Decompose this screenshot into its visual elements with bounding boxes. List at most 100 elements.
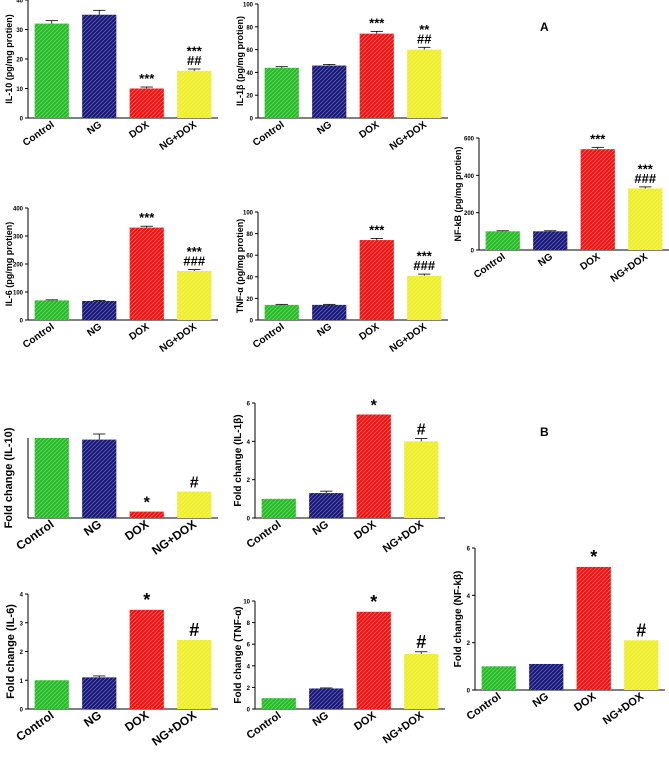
- significance-annotation: *** ##: [187, 44, 203, 68]
- category-label: NG: [81, 708, 104, 730]
- y-tick-label: 40: [16, 0, 23, 5]
- bar-hatch-control: [261, 498, 296, 518]
- bar-hatch-dox: [576, 566, 611, 690]
- y-tick-label: 300: [13, 235, 24, 241]
- category-label: Control: [472, 251, 508, 281]
- bar-hatch-control: [261, 698, 296, 709]
- category-label: NG: [81, 517, 104, 539]
- y-axis-label: Fold change (IL-1β): [233, 414, 244, 506]
- category-label: DOX: [572, 690, 599, 714]
- y-tick-label: 40: [246, 71, 253, 77]
- significance-annotation: *** ###: [413, 249, 435, 273]
- category-label: NG+DOX: [149, 708, 199, 749]
- y-tick-label: 100: [243, 211, 254, 217]
- bar-hatch-control: [264, 67, 299, 118]
- bar-hatch-ng: [82, 300, 117, 320]
- panel-label-a: A: [540, 20, 549, 34]
- significance-annotation: ** ##: [417, 22, 432, 46]
- category-label: DOX: [127, 321, 151, 343]
- y-axis-label: Fold change (IL-10): [3, 427, 15, 528]
- bar-hatch-control: [485, 231, 520, 250]
- panel-label-b: B: [540, 425, 549, 439]
- bar-hatch-dox: [129, 88, 164, 118]
- y-tick-label: 6: [247, 402, 251, 408]
- category-label: DOX: [357, 321, 381, 343]
- category-label: NG: [315, 321, 334, 339]
- category-label: NG: [311, 519, 331, 538]
- y-tick-label: 20: [16, 58, 23, 64]
- significance-annotation: #: [189, 620, 199, 640]
- significance-annotation: #: [190, 475, 199, 492]
- y-tick-label: 4: [247, 440, 251, 446]
- significance-annotation: *: [590, 547, 597, 567]
- y-tick-label: 3: [20, 621, 24, 627]
- significance-annotation: *: [144, 495, 151, 512]
- chart-2: 0 20 40 60 80 100 IL-1β (pg/mg protien) Control…: [235, 3, 448, 153]
- category-label: Control: [465, 691, 504, 723]
- significance-annotation: ***: [369, 15, 385, 30]
- chart-5: 0 20 40 60 80 100 TNF-α (pg/mg protien) Control…: [235, 211, 448, 355]
- y-tick-label: 4: [247, 664, 251, 670]
- category-label: NG: [531, 691, 551, 710]
- significance-annotation: *: [370, 592, 377, 612]
- category-label: DOX: [352, 709, 379, 733]
- category-label: NG: [85, 321, 104, 339]
- significance-annotation: *: [143, 590, 150, 610]
- category-label: DOX: [357, 119, 381, 141]
- y-axis-label: IL-10 (pg/mg protien): [4, 14, 14, 104]
- significance-annotation: ***: [139, 210, 155, 225]
- y-tick-label: 60: [246, 48, 253, 54]
- category-label: DOX: [127, 119, 151, 141]
- bar-hatch-ng: [309, 688, 344, 709]
- y-tick-label: 6: [467, 547, 471, 553]
- bar-hatch-ng: [529, 663, 564, 690]
- y-tick-label: 4: [467, 594, 471, 600]
- bar-hatch-ng: [82, 14, 117, 118]
- bar-hatch-ng: [312, 65, 347, 118]
- y-tick-label: 0: [471, 249, 475, 255]
- y-axis-label: TNF-α (pg/mg protien): [235, 219, 245, 314]
- y-tick-label: 400: [13, 207, 24, 213]
- significance-annotation: ***: [139, 71, 155, 86]
- bar-hatch-ng-dox: [177, 491, 212, 518]
- y-tick-label: 2: [247, 478, 251, 484]
- category-label: NG+DOX: [158, 119, 199, 153]
- y-tick-label: 80: [246, 25, 253, 31]
- significance-annotation: *** ###: [183, 244, 205, 268]
- category-label: Control: [251, 119, 287, 149]
- bar-hatch-ng: [533, 231, 568, 250]
- y-axis-label: Fold change (IL-6): [5, 604, 17, 699]
- bar-hatch-ng-dox: [628, 188, 663, 250]
- y-tick-label: 0: [247, 708, 251, 714]
- bar-hatch-ng-dox: [177, 70, 212, 118]
- bar-hatch-dox: [356, 414, 391, 518]
- y-tick-label: 0: [20, 319, 24, 325]
- bar-hatch-control: [34, 300, 69, 320]
- category-label: NG+DOX: [388, 321, 429, 355]
- bar-hatch-dox: [129, 609, 164, 709]
- category-label: NG: [85, 119, 104, 137]
- y-tick-label: 10: [16, 87, 23, 93]
- category-label: NG+DOX: [601, 690, 647, 727]
- bar-hatch-ng-dox: [177, 271, 212, 320]
- category-label: NG: [311, 710, 331, 729]
- category-label: NG: [315, 119, 334, 137]
- significance-annotation: #: [636, 620, 646, 640]
- bar-hatch-ng: [312, 304, 347, 320]
- y-tick-label: 20: [246, 94, 253, 100]
- significance-annotation: ***: [369, 222, 385, 237]
- category-label: Control: [21, 321, 57, 351]
- y-tick-label: 2: [467, 641, 471, 647]
- significance-annotation: ***: [590, 131, 606, 146]
- y-tick-label: 600: [464, 137, 475, 143]
- y-tick-label: 6: [247, 643, 251, 649]
- y-axis-label: IL-6 (pg/mg protien): [4, 222, 14, 307]
- category-label: DOX: [122, 708, 151, 734]
- bar-hatch-dox: [356, 611, 391, 709]
- bar-hatch-ng: [82, 677, 117, 709]
- significance-annotation: *** ###: [634, 162, 656, 186]
- bar-hatch-ng-dox: [624, 640, 659, 690]
- y-tick-label: 100: [13, 291, 24, 297]
- y-tick-label: 100: [243, 3, 254, 9]
- bar-hatch-ng-dox: [404, 441, 439, 518]
